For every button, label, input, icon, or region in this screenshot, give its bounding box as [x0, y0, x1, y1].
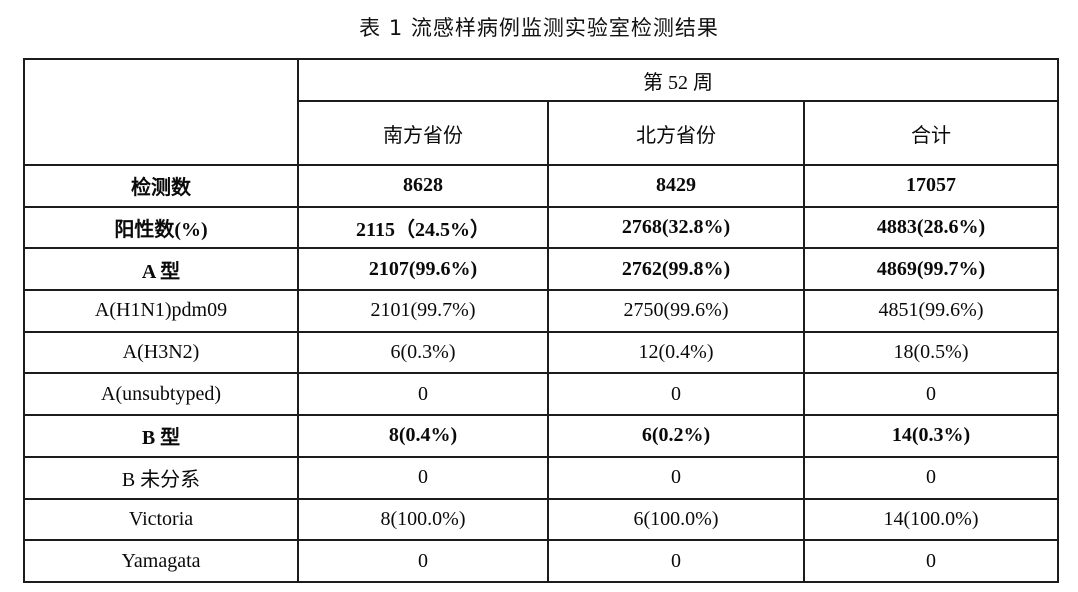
- header-row-columns: 南方省份 北方省份 合计: [24, 100, 1060, 166]
- cell-value: 0: [802, 539, 1060, 583]
- row-label: Victoria: [23, 497, 299, 542]
- table-row: B 未分系 0 0 0: [23, 455, 1060, 500]
- cell-value: 18(0.5%): [802, 330, 1060, 375]
- table-row: A(H3N2) 6(0.3%) 12(0.4%) 18(0.5%): [23, 330, 1060, 375]
- table-row: Victoria 8(100.0%) 6(100.0%) 14(100.0%): [23, 497, 1060, 542]
- cell-value: 14(0.3%): [802, 414, 1060, 458]
- table-row: A(unsubtyped) 0 0 0: [23, 372, 1060, 417]
- cell-value: 2107(99.6%): [297, 247, 549, 292]
- cell-value: 8628: [297, 164, 549, 208]
- cell-value: 0: [297, 455, 549, 500]
- row-label: A 型: [23, 247, 299, 292]
- cell-value: 0: [547, 455, 805, 500]
- cell-value: 0: [297, 539, 549, 583]
- row-label: B 型: [23, 414, 299, 458]
- cell-value: 2750(99.6%): [547, 289, 805, 333]
- table-row: A(H1N1)pdm09 2101(99.7%) 2750(99.6%) 4851(9…: [23, 289, 1060, 333]
- table-row: 检测数 8628 8429 17057: [23, 164, 1060, 208]
- week-header: 第 52 周: [296, 58, 1060, 102]
- cell-value: 0: [297, 372, 549, 417]
- cell-value: 8(0.4%): [297, 414, 549, 458]
- cell-value: 4883(28.6%): [802, 205, 1060, 250]
- table-row: 阳性数(%) 2115（24.5%） 2768(32.8%) 4883(28.6%): [23, 205, 1060, 250]
- col-header-north: 北方省份: [547, 100, 805, 166]
- row-label: 检测数: [23, 164, 299, 208]
- table-title: 表 1 流感样病例监测实验室检测结果: [359, 16, 719, 40]
- row-label: Yamagata: [23, 539, 299, 583]
- cell-value: 6(0.2%): [547, 414, 805, 458]
- row-label: A(unsubtyped): [23, 372, 299, 417]
- table-row: B 型 8(0.4%) 6(0.2%) 14(0.3%): [23, 414, 1060, 458]
- cell-value: 17057: [802, 164, 1060, 208]
- cell-value: 0: [802, 455, 1060, 500]
- col-header-south: 南方省份: [297, 100, 549, 166]
- row-label: 阳性数(%): [23, 205, 299, 250]
- cell-value: 4851(99.6%): [802, 289, 1060, 333]
- cell-value: 12(0.4%): [547, 330, 805, 375]
- cell-value: 4869(99.7%): [802, 247, 1060, 292]
- col-header-total: 合计: [802, 100, 1060, 166]
- header-row-week: 第 52 周: [23, 58, 1060, 166]
- cell-value: 14(100.0%): [802, 497, 1060, 542]
- row-label: A(H3N2): [23, 330, 299, 375]
- row-label: B 未分系: [23, 455, 299, 500]
- cell-value: 2101(99.7%): [297, 289, 549, 333]
- results-table: 第 52 周 南方省份 北方省份 合计 检测数 8628 8429 17057 阳性数(…: [23, 58, 1060, 583]
- cell-value: 0: [547, 539, 805, 583]
- cell-value: 8(100.0%): [297, 497, 549, 542]
- row-label: A(H1N1)pdm09: [23, 289, 299, 333]
- table-row: A 型 2107(99.6%) 2762(99.8%) 4869(99.7%): [23, 247, 1060, 292]
- cell-value: 2115（24.5%）: [297, 205, 549, 250]
- cell-value: 6(100.0%): [547, 497, 805, 542]
- cell-value: 0: [802, 372, 1060, 417]
- cell-value: 2768(32.8%): [547, 205, 805, 250]
- table-row: Yamagata 0 0 0: [23, 539, 1060, 583]
- table-body: 检测数 8628 8429 17057 阳性数(%) 2115（24.5%） 2768(32…: [23, 164, 1060, 583]
- cell-value: 6(0.3%): [297, 330, 549, 375]
- cell-value: 8429: [547, 164, 805, 208]
- cell-value: 0: [547, 372, 805, 417]
- corner-cell: [23, 58, 299, 166]
- cell-value: 2762(99.8%): [547, 247, 805, 292]
